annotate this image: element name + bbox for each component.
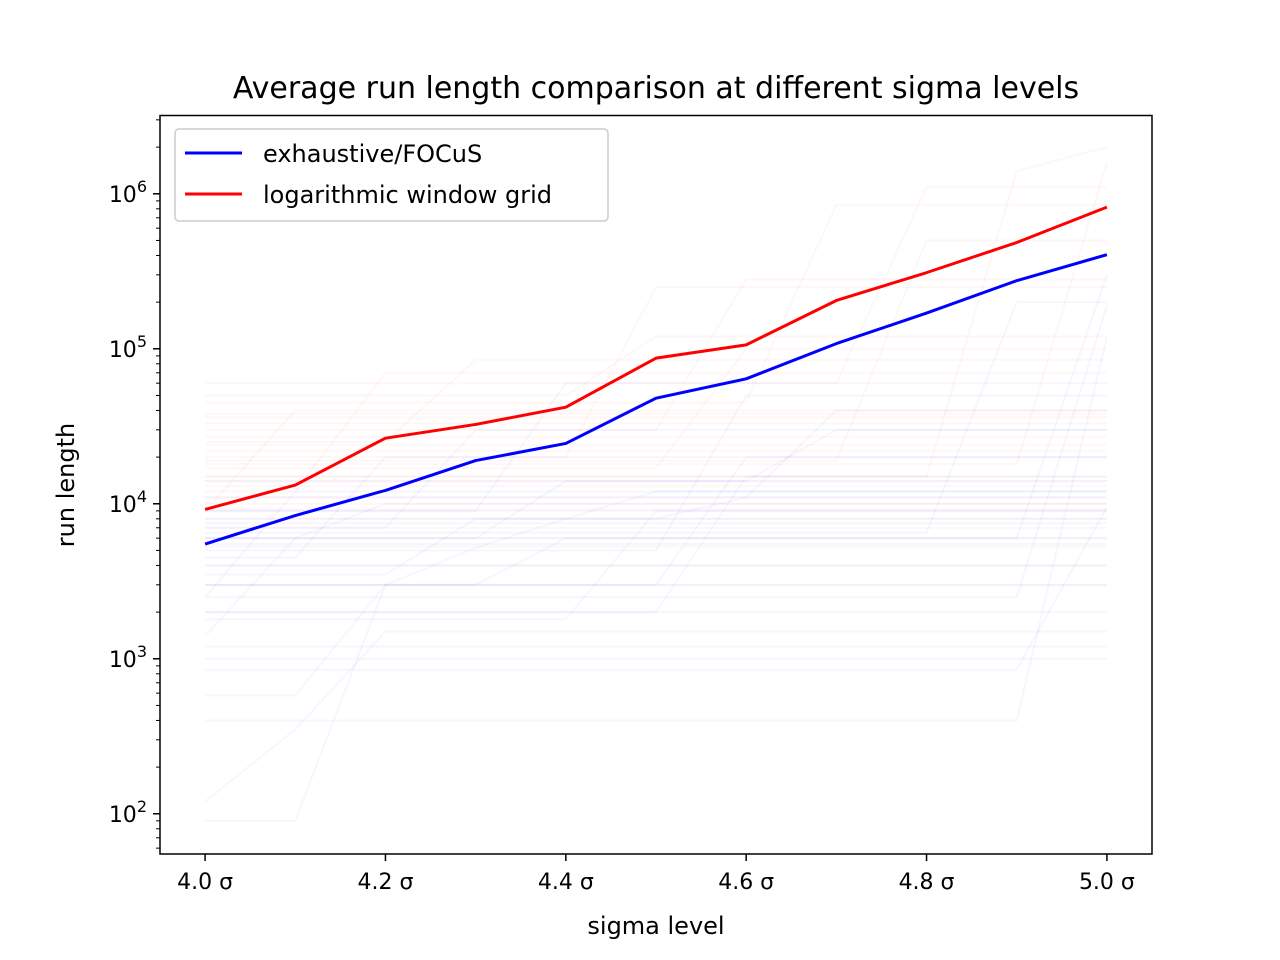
- series-line-1: [204, 205, 1108, 511]
- y-tick-label-3: 105: [109, 332, 147, 363]
- series-line-0: [204, 253, 1108, 546]
- y-tick-label-0: 102: [109, 797, 147, 828]
- plot-frame: [159, 114, 1153, 855]
- x-axis-label: sigma level: [587, 912, 724, 940]
- legend: exhaustive/FOCuS logarithmic window grid: [174, 128, 609, 222]
- x-tick-label-2: 4.4 σ: [538, 870, 594, 895]
- legend-box: [174, 128, 609, 222]
- x-tick-label-4: 4.8 σ: [899, 870, 955, 895]
- y-tick-label-1: 103: [109, 642, 147, 673]
- legend-label-logarithmic-window-grid: logarithmic window grid: [263, 181, 552, 209]
- x-tick-label-5: 5.0 σ: [1079, 870, 1135, 895]
- y-tick-label-2: 104: [109, 487, 147, 518]
- y-axis-label: run length: [52, 423, 80, 547]
- x-axis-ticks: 4.0 σ 4.2 σ 4.4 σ 4.6 σ 4.8 σ 5.0 σ: [177, 854, 1135, 895]
- x-tick-label-0: 4.0 σ: [177, 870, 233, 895]
- y-tick-label-4: 106: [109, 177, 147, 208]
- legend-label-exhaustive-focus: exhaustive/FOCuS: [263, 140, 482, 168]
- x-tick-label-1: 4.2 σ: [357, 870, 413, 895]
- main-series: [204, 205, 1108, 546]
- y-axis-ticks: 102 103 104 105 106: [109, 119, 160, 849]
- chart-title: Average run length comparison at differe…: [233, 71, 1079, 106]
- x-tick-label-3: 4.6 σ: [718, 870, 774, 895]
